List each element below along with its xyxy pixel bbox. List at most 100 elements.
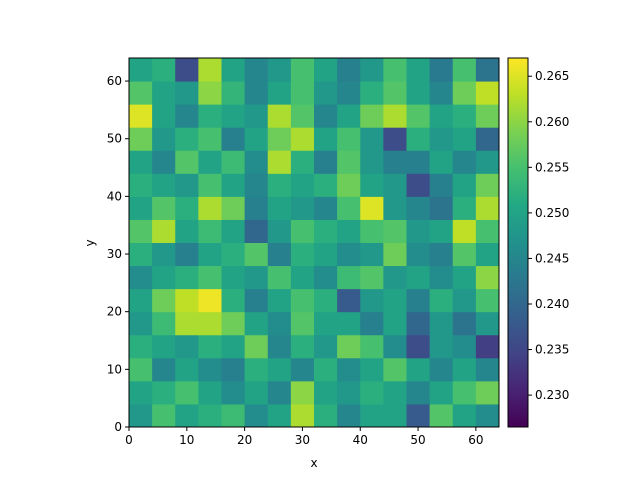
- heatmap-cell: [314, 380, 338, 405]
- heatmap-cell: [129, 265, 153, 290]
- heatmap-cell: [406, 311, 431, 336]
- x-tick-label: 50: [410, 433, 425, 447]
- heatmap-cell: [198, 403, 222, 428]
- x-tick-label: 0: [125, 433, 133, 447]
- heatmap-cell: [221, 265, 246, 290]
- heatmap-cell: [129, 196, 153, 220]
- heatmap-cell: [337, 288, 361, 313]
- heatmap-cell: [452, 173, 477, 197]
- heatmap-cell: [383, 380, 407, 405]
- heatmap-cell: [244, 173, 269, 197]
- heatmap-cell: [175, 81, 199, 105]
- x-axis-label: x: [310, 456, 317, 470]
- heatmap-cell: [452, 403, 477, 428]
- heatmap-cell: [221, 58, 246, 82]
- heatmap-cell: [314, 288, 338, 313]
- heatmap-cell: [175, 334, 199, 359]
- heatmap-cell: [152, 288, 176, 313]
- heatmap-cell: [129, 58, 153, 82]
- heatmap-cell: [221, 357, 246, 382]
- heatmap-cell: [152, 403, 176, 428]
- heatmap-cell: [175, 150, 199, 174]
- heatmap-cell: [290, 311, 315, 336]
- heatmap-cell: [290, 196, 315, 220]
- heatmap-cell: [198, 380, 222, 405]
- heatmap-cell: [267, 357, 292, 382]
- y-tick-label: 10: [107, 362, 122, 376]
- heatmap-cell: [152, 265, 176, 290]
- heatmap-cell: [429, 127, 454, 151]
- heatmap-cell: [475, 219, 500, 243]
- heatmap-cell: [475, 81, 500, 105]
- heatmap-cell: [360, 403, 384, 428]
- heatmap-cell: [221, 127, 246, 151]
- heatmap-cell: [452, 219, 477, 243]
- heatmap-cell: [244, 196, 269, 220]
- heatmap-cell: [221, 150, 246, 174]
- heatmap-cell: [383, 265, 407, 290]
- heatmap-cell: [337, 58, 361, 82]
- heatmap-cell: [129, 150, 153, 174]
- heatmap-cell: [267, 380, 292, 405]
- heatmap-cell: [429, 357, 454, 382]
- heatmap-cell: [267, 196, 292, 220]
- heatmap-cell: [290, 288, 315, 313]
- heatmap-cell: [175, 311, 199, 336]
- heatmap-cell: [267, 58, 292, 82]
- heatmap-cell: [267, 127, 292, 151]
- heatmap-cell: [452, 104, 477, 128]
- heatmap-cell: [198, 219, 222, 243]
- heatmap-cell: [406, 196, 431, 220]
- heatmap-cell: [198, 311, 222, 336]
- colorbar-tick-label: 0.265: [535, 69, 569, 83]
- heatmap-cell: [429, 150, 454, 174]
- heatmap-cell: [360, 380, 384, 405]
- heatmap-cell: [429, 196, 454, 220]
- heatmap-cell: [244, 403, 269, 428]
- heatmap-cell: [314, 104, 338, 128]
- heatmap-cell: [244, 265, 269, 290]
- heatmap-cell: [360, 104, 384, 128]
- heatmap-cell: [337, 150, 361, 174]
- heatmap-cell: [129, 311, 153, 336]
- heatmap-cell: [452, 265, 477, 290]
- heatmap-cell: [152, 242, 176, 267]
- heatmap-cell: [360, 196, 384, 220]
- heatmap-cell: [360, 242, 384, 267]
- heatmap-cell: [314, 403, 338, 428]
- x-tick-label: 20: [237, 433, 252, 447]
- heatmap-cell: [452, 380, 477, 405]
- heatmap-cell: [290, 357, 315, 382]
- heatmap-cell: [129, 173, 153, 197]
- heatmap-cell: [198, 334, 222, 359]
- heatmap-cell: [360, 311, 384, 336]
- heatmap-cell: [267, 334, 292, 359]
- heatmap-cell: [383, 242, 407, 267]
- heatmap-cell: [244, 288, 269, 313]
- heatmap-cell: [429, 380, 454, 405]
- heatmap-cell: [152, 357, 176, 382]
- heatmap-cell: [198, 357, 222, 382]
- heatmap-cell: [452, 127, 477, 151]
- heatmap-cell: [129, 357, 153, 382]
- heatmap-cell: [475, 288, 500, 313]
- heatmap-cell: [129, 242, 153, 267]
- heatmap-cell: [221, 288, 246, 313]
- heatmap-cell: [475, 334, 500, 359]
- heatmap-cell: [314, 357, 338, 382]
- heatmap-cell: [337, 173, 361, 197]
- heatmap-cell: [244, 380, 269, 405]
- heatmap-cell: [244, 334, 269, 359]
- heatmap-cell: [475, 104, 500, 128]
- heatmap-cell: [360, 150, 384, 174]
- heatmap-cell: [429, 58, 454, 82]
- heatmap-cell: [129, 127, 153, 151]
- heatmap-cell: [129, 334, 153, 359]
- heatmap-cell: [314, 173, 338, 197]
- heatmap-cell: [244, 58, 269, 82]
- heatmap-cell: [129, 104, 153, 128]
- heatmap-cell: [175, 196, 199, 220]
- colorbar-tick-label: 0.235: [535, 343, 569, 357]
- heatmap-cell: [175, 58, 199, 82]
